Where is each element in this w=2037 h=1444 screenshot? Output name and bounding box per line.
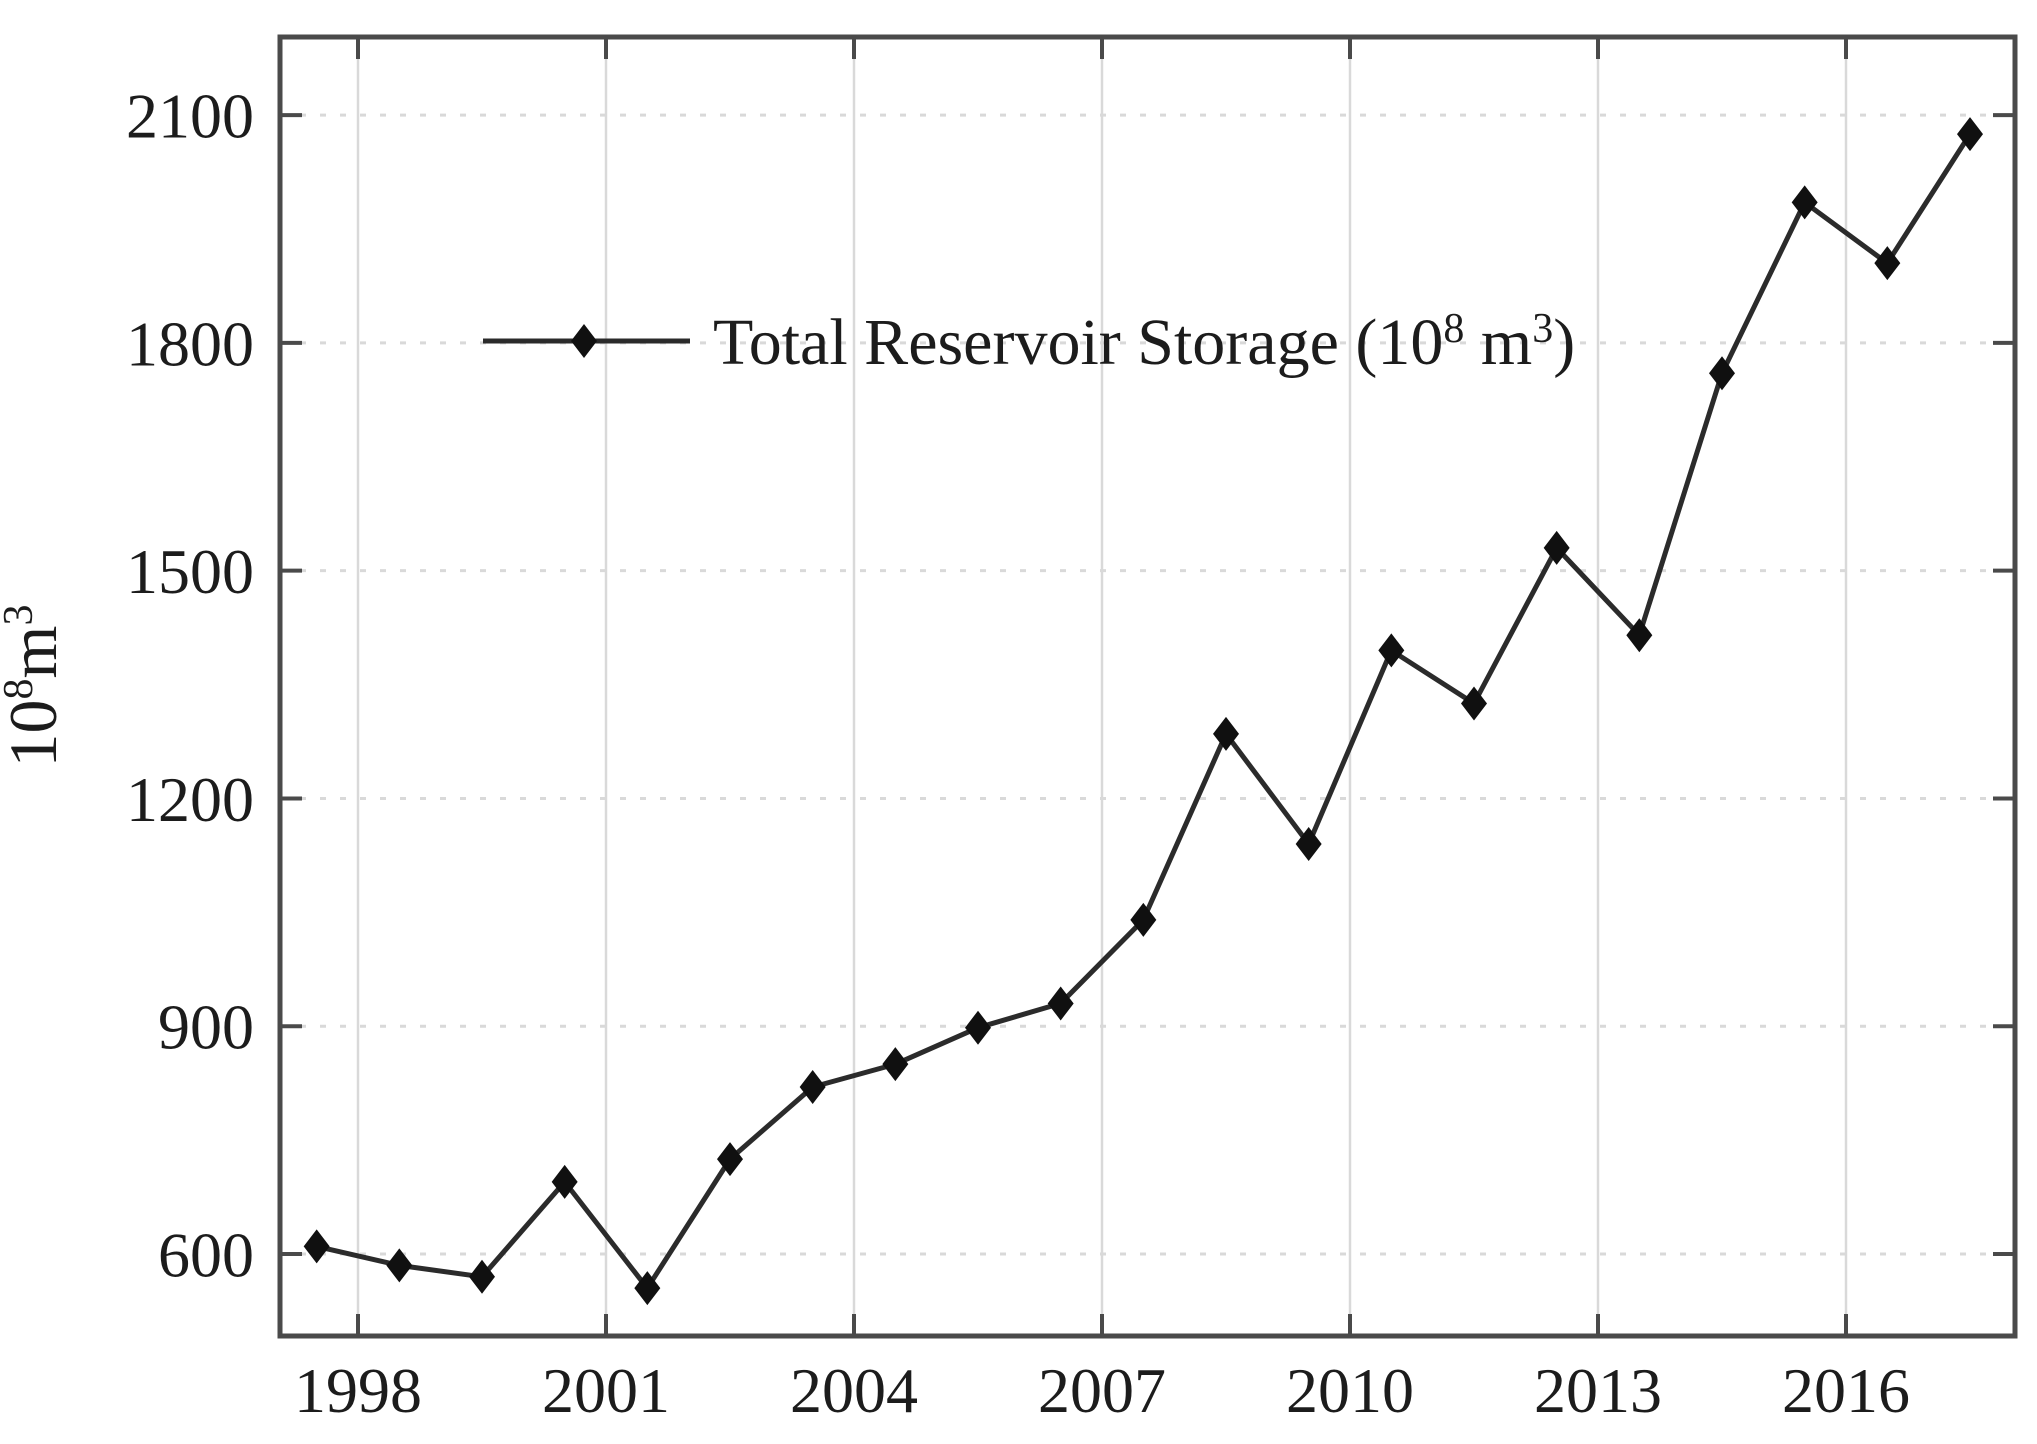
- y-tick-label: 1800: [126, 308, 254, 379]
- x-tick-label: 1998: [294, 1355, 422, 1426]
- x-tick-label: 2004: [790, 1355, 918, 1426]
- y-tick-label: 900: [158, 992, 254, 1063]
- data-point-marker: [303, 1229, 330, 1264]
- data-point-marker: [1791, 185, 1818, 220]
- x-tick-label: 2010: [1286, 1355, 1414, 1426]
- data-point-marker: [1957, 117, 1984, 152]
- data-point-marker: [1874, 246, 1901, 281]
- x-tick-label: 2013: [1534, 1355, 1662, 1426]
- data-point-marker: [551, 1164, 578, 1199]
- data-point-marker: [799, 1069, 826, 1104]
- data-point-marker: [882, 1047, 909, 1082]
- y-tick-label: 600: [158, 1219, 254, 1290]
- y-tick-label: 1200: [126, 764, 254, 835]
- data-point-marker: [1543, 530, 1570, 565]
- data-point-marker: [468, 1259, 495, 1294]
- x-tick-label: 2007: [1038, 1355, 1166, 1426]
- legend-label: Total Reservoir Storage (108 m3): [713, 306, 1575, 379]
- data-point-marker: [716, 1142, 743, 1177]
- data-point-marker: [1709, 356, 1736, 391]
- data-point-marker: [1213, 716, 1239, 751]
- data-point-marker: [1047, 986, 1074, 1021]
- data-point-marker: [1461, 686, 1488, 721]
- data-point-marker: [1378, 633, 1405, 668]
- data-point-marker: [1295, 826, 1322, 861]
- data-point-marker: [964, 1010, 991, 1045]
- y-tick-label: 2100: [126, 80, 254, 151]
- data-point-marker: [634, 1271, 661, 1306]
- legend-marker: [571, 324, 597, 358]
- y-tick-label: 1500: [126, 536, 254, 607]
- axis-frame: [277, 34, 2018, 1339]
- x-tick-label: 2001: [542, 1355, 670, 1426]
- x-tick-label: 2016: [1782, 1355, 1910, 1426]
- y-axis-label: 108m3: [0, 605, 71, 768]
- data-point-marker: [386, 1248, 413, 1283]
- data-point-marker: [1130, 902, 1157, 937]
- data-point-marker: [1626, 618, 1653, 653]
